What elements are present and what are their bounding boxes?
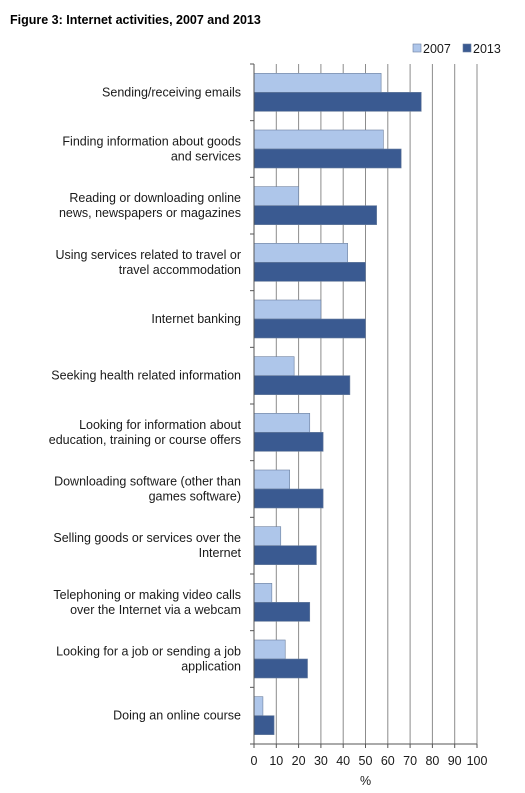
bar-2013-7 [253,488,324,509]
bar-2013-10 [253,658,308,679]
x-tick-label: 60 [381,754,395,768]
bar-2007-0 [253,73,382,93]
category-label: Selling goods or services over the [53,531,241,545]
category-label: Finding information about goods [62,135,241,149]
bar-2007-5 [253,356,295,376]
bars [253,73,422,735]
bar-2007-8 [253,526,282,546]
bar-2013-2 [253,205,377,225]
category-label: Reading or downloading online [69,191,241,205]
category-label: Doing an online course [113,709,241,723]
category-label: travel accommodation [119,263,241,277]
chart-title: Figure 3: Internet activities, 2007 and … [10,13,261,27]
bar-2013-3 [253,262,366,282]
bar-2013-11 [253,715,275,735]
category-label: application [181,660,241,674]
category-label: news, newspapers or magazines [59,206,241,220]
category-label: Internet [199,546,242,560]
bar-2007-10 [253,639,286,660]
category-label: Telephoning or making video calls [53,588,241,602]
bar-2007-11 [253,696,264,716]
category-label: and services [171,150,241,164]
category-label: Using services related to travel or [56,248,242,262]
category-label: games software) [149,490,241,504]
x-tick-label: 50 [359,754,373,768]
x-tick-label: 80 [425,754,439,768]
legend-swatch-2013 [462,43,472,53]
bar-2013-1 [253,148,402,169]
category-label: education, training or course offers [49,433,241,447]
legend-swatch-2007 [412,43,422,53]
x-tick-label: 0 [251,754,258,768]
legend-label-2007: 2007 [423,42,451,56]
axes: 0 10 20 30 40 50 60 70 80 90 100% [250,63,488,788]
x-axis-title: % [360,774,371,788]
x-tick-label: 40 [336,754,350,768]
category-label: over the Internet via a webcam [70,603,241,617]
category-label: Downloading software (other than [54,475,241,489]
category-label: Sending/receiving emails [102,85,241,99]
bar-2007-3 [253,243,348,263]
x-tick-label: 100 [467,754,488,768]
category-label: Looking for information about [79,418,241,432]
bar-2013-4 [253,318,366,339]
x-tick-label: 10 [269,754,283,768]
category-label: Seeking health related information [51,369,241,383]
bar-2007-9 [253,583,273,603]
gridlines [275,64,478,744]
bar-2007-1 [253,129,384,150]
bar-2007-2 [253,186,299,206]
category-labels: Sending/receiving emails Finding informat… [49,85,242,722]
bar-2007-7 [253,469,290,490]
bar-2013-5 [253,375,351,395]
category-label: Internet banking [151,312,241,326]
bar-2007-6 [253,413,311,433]
x-tick-label: 20 [292,754,306,768]
bar-2013-0 [253,92,422,112]
bar-2007-4 [253,299,322,320]
x-tick-label: 90 [448,754,462,768]
bar-2013-9 [253,602,311,622]
legend-label-2013: 2013 [473,42,501,56]
category-label: Looking for a job or sending a job [56,645,241,659]
legend: 2007 2013 [412,42,501,56]
bar-2013-6 [253,432,324,452]
x-tick-label: 30 [314,754,328,768]
x-tick-label: 70 [403,754,417,768]
bar-2013-8 [253,545,317,565]
